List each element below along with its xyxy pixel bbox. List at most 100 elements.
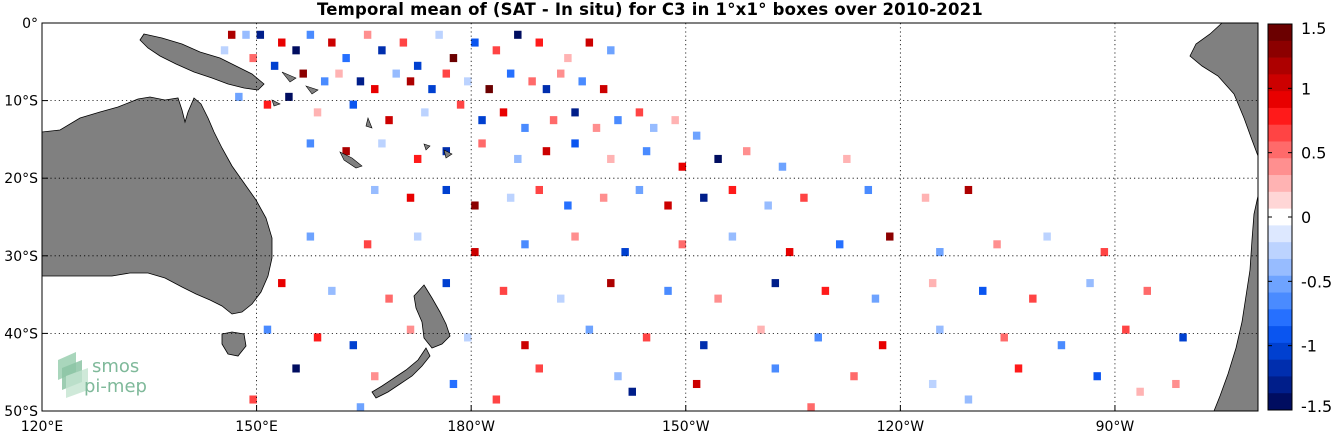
data-cell: [371, 185, 379, 195]
colorbar-tick-labels: 1.5 1 0.5 0 -0.5 -1 -1.5: [1268, 19, 1332, 416]
data-cell: [936, 325, 944, 334]
data-cell: [592, 123, 601, 132]
data-cell: [299, 69, 307, 78]
data-cell: [571, 108, 579, 117]
data-cell: [664, 286, 672, 295]
data-cell: [313, 108, 322, 117]
x-tick-label: 120°W: [877, 419, 925, 435]
colorbar-segment: [1268, 24, 1292, 42]
y-tick-label: 40°S: [4, 326, 38, 342]
data-cell: [700, 341, 708, 350]
x-axis-ticks: 120°E 150°E 180°W 150°W 120°W 90°W: [21, 405, 1135, 435]
data-cell: [514, 30, 522, 39]
data-cell: [471, 38, 479, 47]
data-cell: [371, 85, 379, 94]
data-cell: [256, 30, 265, 39]
data-cell: [328, 38, 336, 47]
data-cell: [614, 372, 622, 381]
data-cell: [1093, 372, 1101, 381]
data-cell: [320, 77, 329, 86]
data-cell: [757, 325, 765, 334]
data-cell: [442, 185, 451, 195]
data-cell: [993, 240, 1001, 249]
colorbar-segment: [1268, 40, 1292, 58]
x-tick-label: 180°W: [447, 419, 495, 435]
data-cell: [571, 232, 579, 241]
data-cell: [635, 185, 644, 195]
data-cell: [442, 69, 451, 78]
x-tick-label: 90°W: [1096, 419, 1135, 435]
data-cell: [964, 185, 973, 195]
data-cell: [1172, 379, 1180, 389]
y-tick-label: 10°S: [4, 94, 38, 110]
data-cell: [692, 379, 701, 389]
colorbar-segment: [1268, 242, 1292, 260]
data-cell: [385, 116, 393, 125]
y-tick-label: 0°: [22, 16, 38, 32]
data-cell: [406, 193, 415, 202]
new-caledonia: [339, 151, 363, 169]
colorbar-tick-label: -1: [1301, 337, 1317, 356]
map-frame: [41, 22, 1259, 412]
data-cell: [464, 77, 472, 86]
data-cell: [535, 185, 543, 195]
data-cell: [306, 30, 315, 39]
new-zealand-north-landmass: [413, 284, 451, 349]
data-cell: [843, 154, 851, 163]
new-zealand-south-landmass: [371, 347, 431, 399]
data-cell: [335, 69, 343, 78]
data-cell: [349, 341, 358, 350]
data-cell: [714, 294, 722, 303]
data-cell: [278, 38, 286, 47]
data-cell: [728, 232, 737, 241]
data-cell: [449, 54, 458, 63]
data-cell: [456, 100, 465, 109]
data-cell: [642, 333, 651, 342]
colorbar-segment: [1268, 191, 1292, 210]
data-cell: [678, 240, 687, 249]
data-cell: [886, 232, 894, 241]
data-cell: [1136, 387, 1144, 396]
colorbar-segment: [1268, 258, 1292, 277]
colorbar-segment: [1268, 275, 1292, 293]
data-cell: [714, 154, 722, 163]
data-cell: [485, 85, 493, 94]
colorbar-segment: [1268, 342, 1292, 361]
data-cell: [363, 240, 372, 249]
australia-landmass: [42, 96, 273, 315]
logo-text-pi-mep: pi-mep: [84, 376, 147, 397]
data-cell: [263, 100, 272, 109]
data-cell: [571, 139, 579, 148]
data-cell: [549, 116, 558, 125]
data-cell: [979, 286, 987, 295]
data-cell: [535, 38, 543, 47]
data-cell: [506, 69, 515, 78]
data-cell: [1043, 232, 1051, 241]
data-cell: [413, 154, 422, 163]
landmasses: [42, 23, 1258, 411]
data-cell: [557, 69, 565, 78]
y-tick-label: 20°S: [4, 171, 38, 187]
colorbar-segment: [1268, 158, 1292, 176]
grid-lines: [42, 23, 1258, 411]
data-cell: [478, 116, 486, 125]
data-cell: [936, 248, 944, 257]
data-cell: [328, 286, 336, 295]
colorbar-segment: [1268, 225, 1292, 243]
data-cell: [378, 139, 386, 148]
data-cell: [521, 240, 529, 249]
data-cell: [585, 325, 594, 334]
data-cell: [1057, 341, 1066, 350]
data-cell: [356, 77, 365, 86]
colorbar-segment: [1268, 175, 1292, 193]
data-cell: [227, 30, 236, 39]
data-cell: [628, 387, 636, 396]
data-cell: [700, 193, 708, 202]
data-cell: [521, 123, 529, 132]
data-cell: [435, 30, 443, 39]
colorbar-segment: [1268, 91, 1292, 109]
fiji-vanuatu-islands: [365, 117, 453, 159]
data-cell: [385, 294, 393, 303]
data-cells: [220, 30, 1187, 411]
